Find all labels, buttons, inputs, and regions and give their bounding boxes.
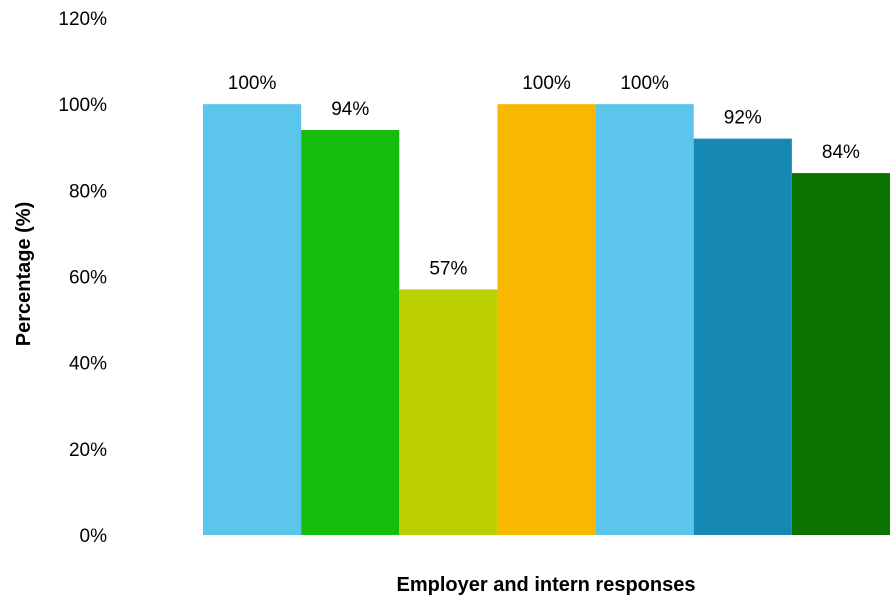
bar-data-label: 100% (228, 73, 277, 94)
bar-data-label: 100% (522, 73, 571, 94)
bar-data-label: 57% (429, 258, 467, 279)
bar (203, 104, 302, 536)
bar-data-label: 100% (620, 73, 669, 94)
y-tick-label: 40% (69, 354, 107, 375)
y-tick-label: 120% (58, 9, 107, 30)
bar-data-label: 84% (822, 142, 860, 163)
bar (399, 289, 498, 535)
bar (301, 130, 400, 535)
bar (497, 104, 596, 536)
bar (595, 104, 694, 536)
y-tick-label: 0% (80, 526, 108, 547)
y-tick-label: 80% (69, 181, 107, 202)
bars (203, 104, 890, 536)
bar-data-label: 94% (331, 99, 369, 120)
y-tick-label: 100% (58, 95, 107, 116)
bar (693, 138, 792, 535)
bar (791, 173, 890, 535)
y-axis-title: Percentage (%) (13, 202, 35, 347)
y-tick-label: 20% (69, 440, 107, 461)
y-axis-ticks: 0% 20% 40% 60% 80% 100% 120% (58, 9, 107, 547)
x-axis-title: Employer and intern responses (397, 574, 696, 596)
bar-data-labels: 100% 94% 57% 100% 100% 92% 84% (228, 73, 860, 279)
bar-data-label: 92% (724, 108, 762, 129)
y-tick-label: 60% (69, 268, 107, 289)
